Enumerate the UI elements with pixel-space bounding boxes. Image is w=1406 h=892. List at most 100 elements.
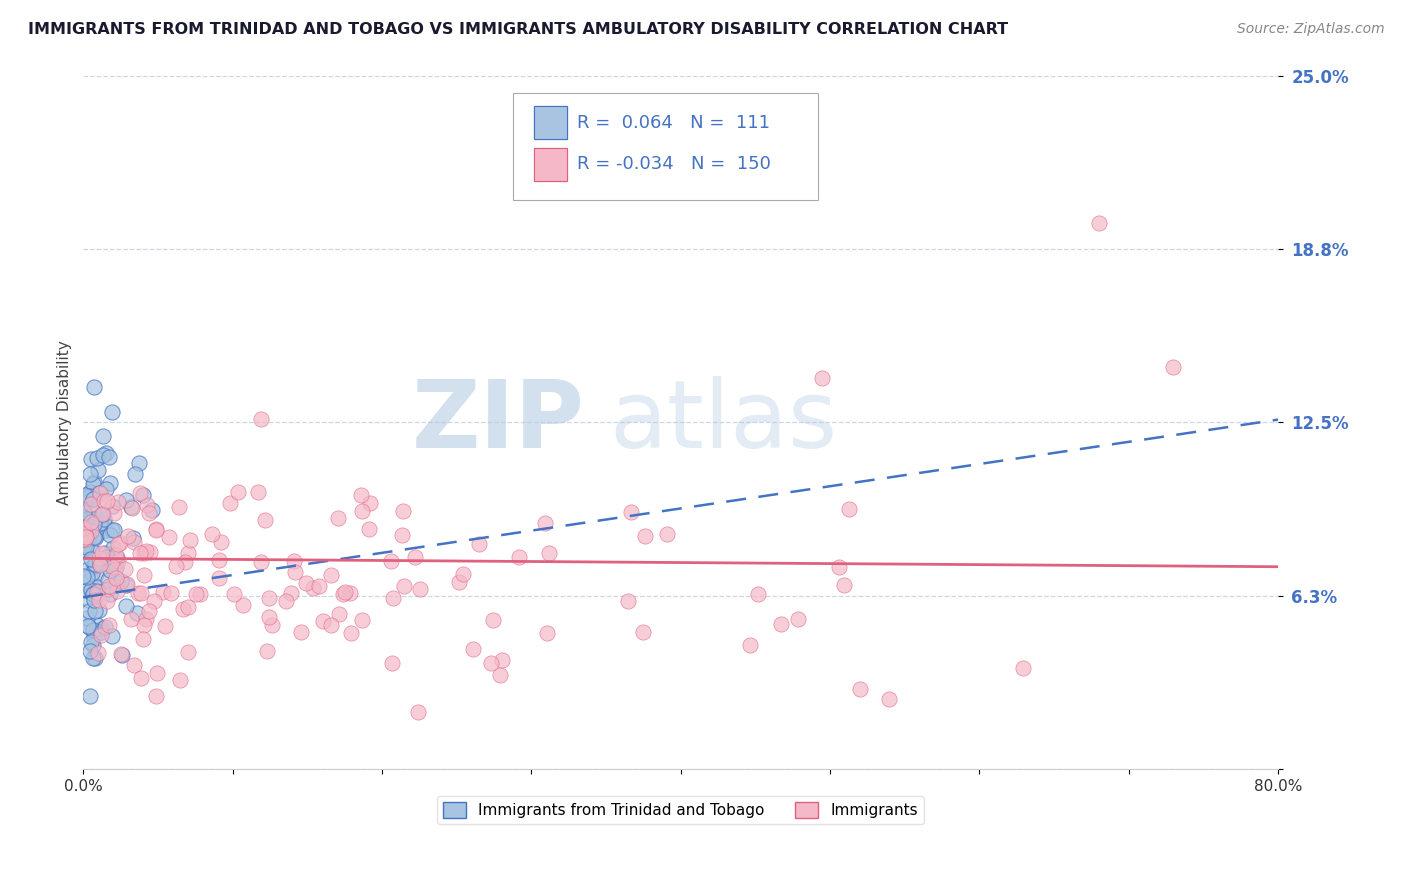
Point <box>76 526 98 541</box>
Point <box>91 623 114 637</box>
Point <box>97 557 120 571</box>
Point <box>249 556 271 570</box>
Point <box>533 516 555 530</box>
Point <box>176 599 198 614</box>
Point <box>828 560 851 574</box>
Point <box>104 560 127 574</box>
Point <box>107 554 129 568</box>
Point <box>468 537 491 551</box>
Point <box>80 515 103 529</box>
Point <box>207 553 229 567</box>
Point <box>82 651 104 665</box>
Point <box>80 552 103 566</box>
Point <box>145 665 167 680</box>
Point <box>96 573 118 587</box>
Point <box>135 544 157 558</box>
Point <box>254 512 277 526</box>
Point <box>90 545 112 559</box>
Point <box>129 546 152 560</box>
Point <box>381 656 404 670</box>
Point <box>75 530 97 544</box>
Text: atlas: atlas <box>609 376 837 468</box>
Point <box>98 476 121 491</box>
Point <box>73 574 96 589</box>
Point <box>634 529 657 543</box>
Point <box>328 607 350 622</box>
Point <box>832 578 855 592</box>
Text: R =  0.064   N =  111: R = 0.064 N = 111 <box>576 113 769 132</box>
Point <box>73 488 96 502</box>
Bar <box>534 148 567 181</box>
Point <box>84 529 107 543</box>
Point <box>482 613 505 627</box>
Text: IMMIGRANTS FROM TRINIDAD AND TOBAGO VS IMMIGRANTS AMBULATORY DISABILITY CORRELAT: IMMIGRANTS FROM TRINIDAD AND TOBAGO VS I… <box>28 22 1008 37</box>
Point <box>90 624 112 639</box>
Point <box>174 555 197 569</box>
Point <box>89 557 111 571</box>
Point <box>83 557 105 571</box>
Point <box>295 575 318 590</box>
Point <box>115 578 138 592</box>
Point <box>382 591 405 606</box>
Point <box>84 651 107 665</box>
Point <box>93 507 115 521</box>
Point <box>84 567 107 582</box>
Point <box>101 405 124 419</box>
Point <box>349 488 371 502</box>
Point <box>86 584 108 599</box>
Point <box>72 533 94 547</box>
Point <box>80 566 103 580</box>
Point <box>132 568 155 582</box>
Y-axis label: Ambulatory Disability: Ambulatory Disability <box>58 340 72 505</box>
Point <box>1163 359 1185 374</box>
Point <box>80 543 103 558</box>
Point <box>141 503 163 517</box>
Point <box>93 620 115 634</box>
Point <box>77 620 100 634</box>
Point <box>127 585 149 599</box>
Point <box>98 527 121 541</box>
Point <box>153 619 176 633</box>
Point <box>87 603 110 617</box>
Point <box>105 575 128 590</box>
Bar <box>534 106 567 139</box>
Point <box>86 463 108 477</box>
Point <box>311 614 333 628</box>
Point <box>83 505 105 519</box>
Point <box>82 587 104 601</box>
Point <box>79 467 101 482</box>
Point <box>451 566 474 581</box>
Point <box>105 551 128 566</box>
Point <box>177 546 200 560</box>
Point <box>117 528 139 542</box>
Point <box>90 627 112 641</box>
Point <box>80 524 103 538</box>
Point <box>86 585 108 599</box>
Point <box>105 571 128 585</box>
Point <box>79 593 101 607</box>
Point <box>132 546 155 560</box>
Point <box>631 625 654 640</box>
Bar <box>534 106 567 139</box>
Point <box>125 606 148 620</box>
Point <box>302 581 325 595</box>
Point <box>83 530 105 544</box>
Point <box>83 475 105 490</box>
Point <box>172 601 194 615</box>
Point <box>105 548 128 562</box>
Point <box>145 689 167 703</box>
Point <box>114 562 136 576</box>
Point <box>84 558 107 573</box>
Point <box>96 523 118 537</box>
Point <box>159 530 181 544</box>
Point <box>209 535 232 549</box>
Point <box>359 495 381 509</box>
Point <box>479 656 502 670</box>
Point <box>96 594 118 608</box>
Point <box>77 533 100 547</box>
Point <box>132 488 155 502</box>
Point <box>352 613 374 627</box>
Point <box>73 505 96 519</box>
Point <box>110 574 132 589</box>
Point <box>97 618 120 632</box>
